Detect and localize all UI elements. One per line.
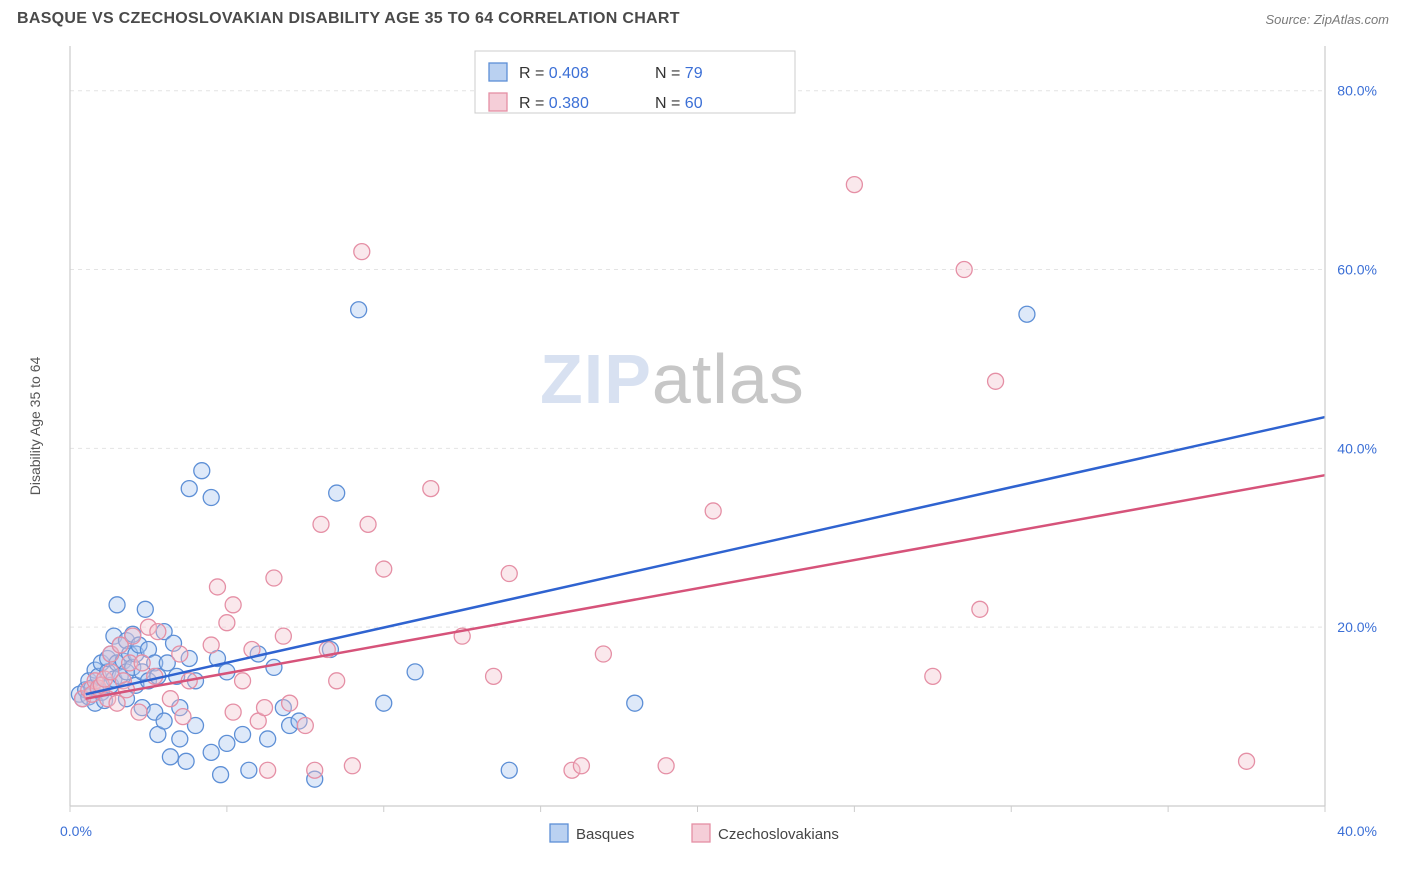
scatter-point [329,673,345,689]
scatter-point [219,615,235,631]
scatter-point [241,762,257,778]
scatter-point [203,490,219,506]
scatter-point [134,655,150,671]
chart-title: BASQUE VS CZECHOSLOVAKIAN DISABILITY AGE… [17,10,680,28]
scatter-point [225,704,241,720]
scatter-point [376,561,392,577]
scatter-point [658,758,674,774]
scatter-point [972,601,988,617]
x-tick-label: 0.0% [60,823,92,839]
scatter-point [203,637,219,653]
scatter-point [501,762,517,778]
scatter-point [705,503,721,519]
y-axis-label: Disability Age 35 to 64 [27,357,43,496]
scatter-point [627,695,643,711]
scatter-point [235,673,251,689]
legend-swatch [489,63,507,81]
scatter-point [125,628,141,644]
y-tick-label: 60.0% [1337,262,1377,278]
bottom-legend-swatch [550,824,568,842]
scatter-point [846,177,862,193]
scatter-point [203,744,219,760]
bottom-legend-swatch [692,824,710,842]
scatter-point [988,373,1004,389]
scatter-point [156,713,172,729]
bottom-legend-label: Basques [576,826,634,843]
scatter-point [162,749,178,765]
scatter-point [486,668,502,684]
scatter-point [225,597,241,613]
scatter-point [266,659,282,675]
scatter-point [329,485,345,501]
scatter-point [423,481,439,497]
scatter-point [376,695,392,711]
scatter-point [181,481,197,497]
scatter-point [194,463,210,479]
scatter-point [213,767,229,783]
scatter-point [172,731,188,747]
scatter-point [956,262,972,278]
scatter-point [172,646,188,662]
plot-background [70,46,1325,806]
scatter-point [260,762,276,778]
scatter-point [175,709,191,725]
scatter-point [297,718,313,734]
y-tick-label: 80.0% [1337,83,1377,99]
scatter-point [307,762,323,778]
scatter-point [595,646,611,662]
scatter-point [162,691,178,707]
scatter-point [407,664,423,680]
scatter-point [150,624,166,640]
scatter-point [501,566,517,582]
scatter-point [109,597,125,613]
scatter-point [209,579,225,595]
scatter-point [351,302,367,318]
y-tick-label: 20.0% [1337,619,1377,635]
scatter-point [1019,306,1035,322]
scatter-point [257,700,273,716]
scatter-point [178,753,194,769]
scatter-point [344,758,360,774]
scatter-point [266,570,282,586]
chart-svg: ZIPatlas 20.0% 40.0% 60.0% 80.0% 0.0% 40.0% Dis… [15,36,1391,856]
scatter-point [360,516,376,532]
x-tick-label: 40.0% [1337,823,1377,839]
scatter-point [260,731,276,747]
scatter-point [573,758,589,774]
scatter-point [137,601,153,617]
scatter-point [925,668,941,684]
chart-source: Source: ZipAtlas.com [1265,12,1389,27]
scatter-point [275,628,291,644]
chart-container: ZIPatlas 20.0% 40.0% 60.0% 80.0% 0.0% 40.0% Dis… [15,36,1391,856]
watermark: ZIPatlas [540,340,805,418]
bottom-legend-label: Czechoslovakians [718,826,839,843]
scatter-point [1239,753,1255,769]
legend-swatch [489,93,507,111]
scatter-point [354,244,370,260]
scatter-point [282,695,298,711]
scatter-point [313,516,329,532]
scatter-point [235,726,251,742]
y-tick-label: 40.0% [1337,440,1377,456]
scatter-point [109,695,125,711]
scatter-point [131,704,147,720]
scatter-point [219,735,235,751]
